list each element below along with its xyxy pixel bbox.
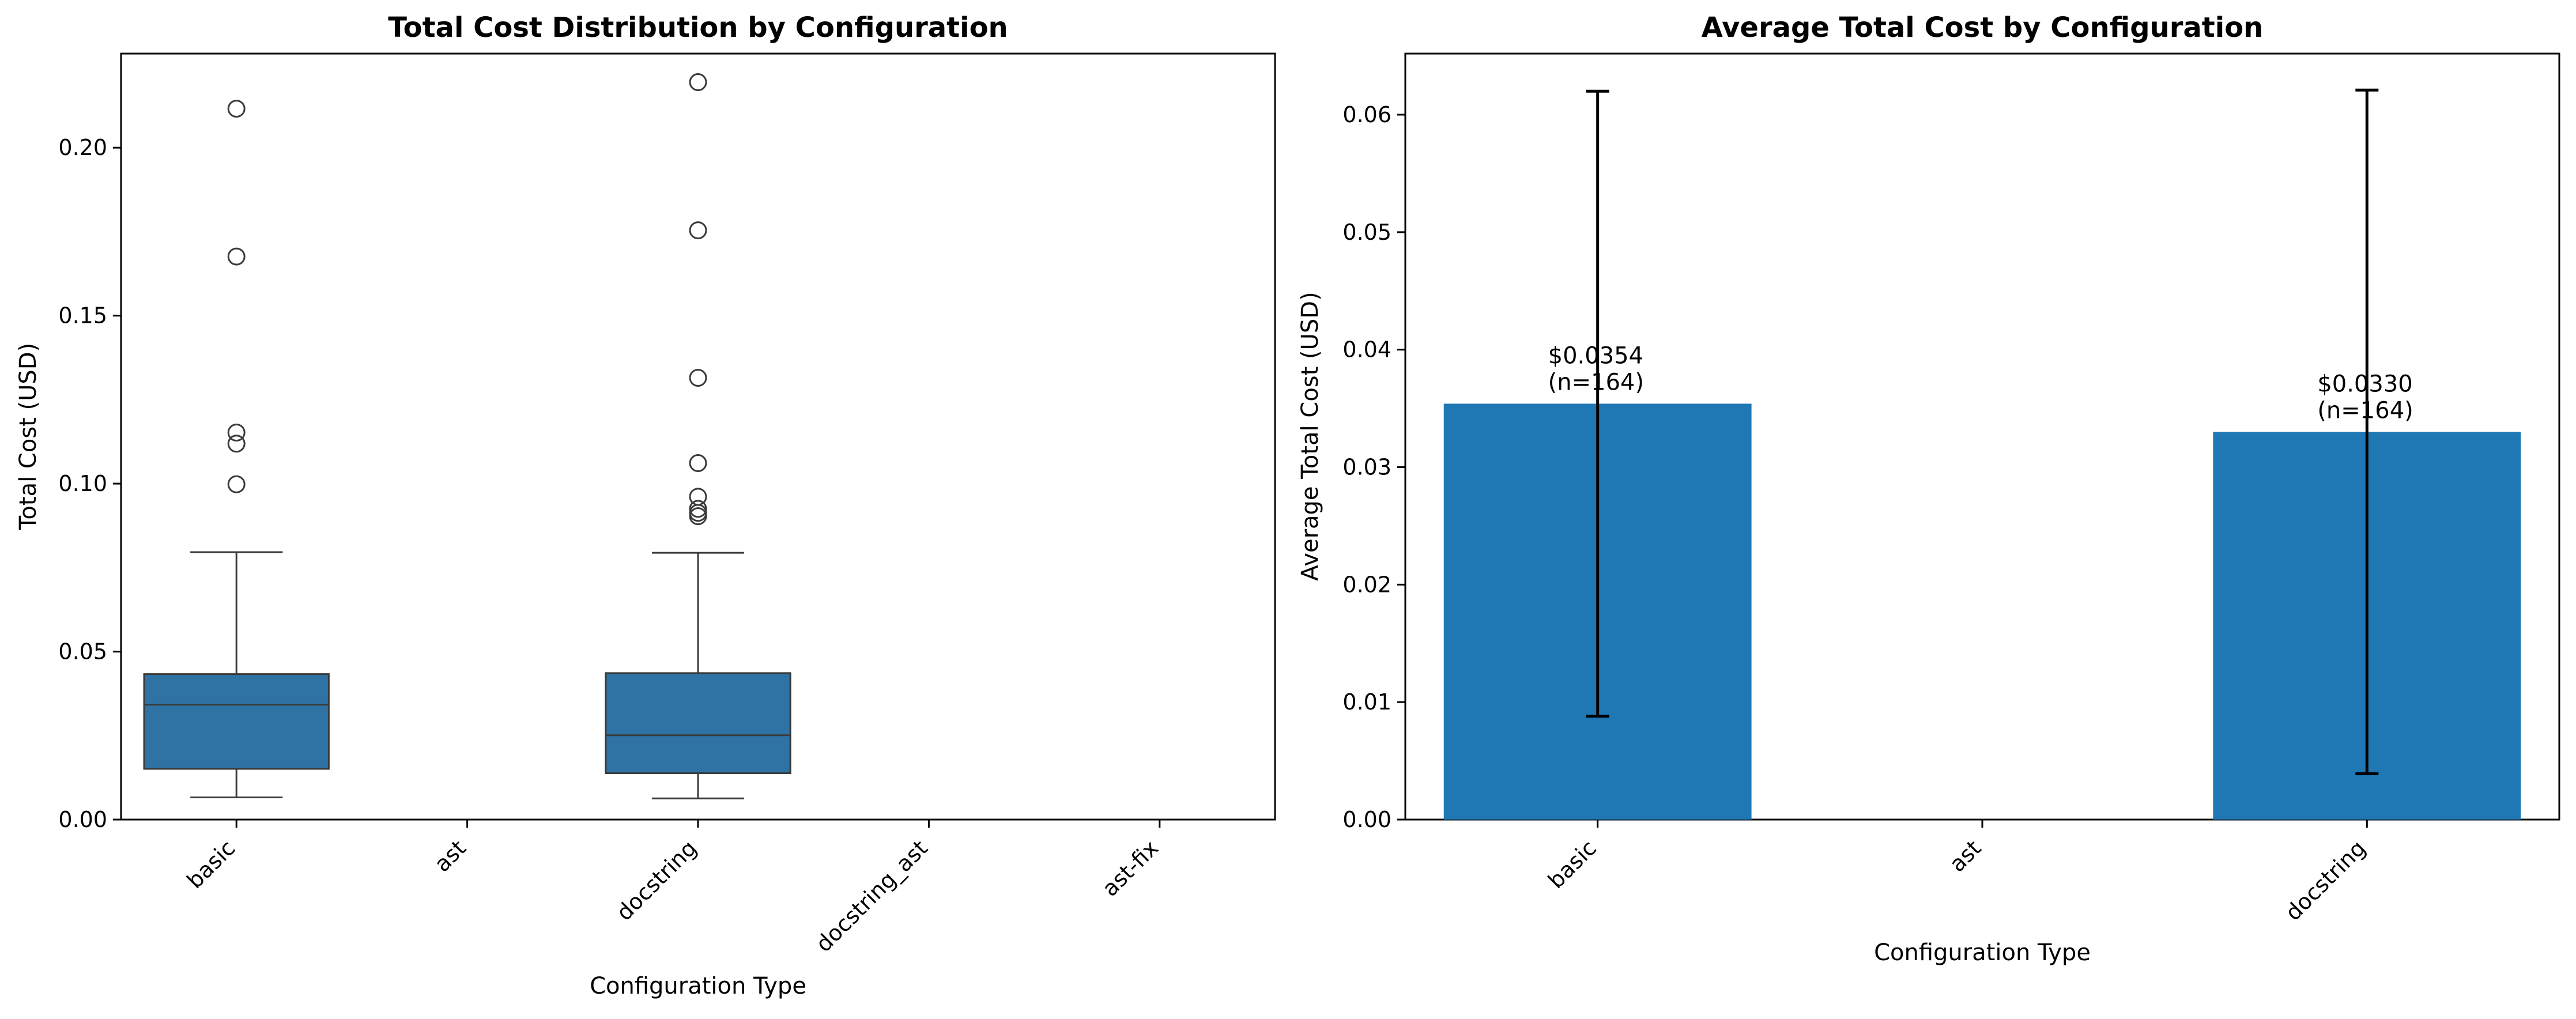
x-tick-label: docstring xyxy=(2280,835,2371,926)
bar-count-label: (n=164) xyxy=(2317,397,2413,424)
bar-count-label: (n=164) xyxy=(1548,369,1644,395)
outlier-point xyxy=(689,221,707,240)
box-plot-marks xyxy=(143,73,791,799)
y-tick-label: 0.02 xyxy=(1342,572,1391,597)
box-plot-y-axis: 0.00 0.05 0.10 0.15 0.20 xyxy=(58,135,121,832)
x-tick-label: basic xyxy=(182,835,240,893)
box-plot-title: Total Cost Distribution by Configuration xyxy=(388,12,1008,44)
bar-value-label: $0.0354 xyxy=(1548,342,1643,369)
outlier-point xyxy=(227,247,246,266)
bar-chart-title: Average Total Cost by Configuration xyxy=(1702,12,2264,44)
y-tick-label: 0.05 xyxy=(1342,220,1391,245)
y-tick-label: 0.05 xyxy=(58,639,107,665)
outlier-point xyxy=(689,73,707,92)
y-tick-label: 0.00 xyxy=(58,807,107,832)
outlier-point xyxy=(227,424,246,442)
outlier-point xyxy=(689,368,707,387)
bar-chart-x-axis: basic ast docstring xyxy=(1543,820,2371,926)
outlier-point xyxy=(227,435,246,453)
y-tick-label: 0.01 xyxy=(1342,689,1391,715)
x-tick-label: docstring xyxy=(612,835,702,926)
y-tick-label: 0.06 xyxy=(1342,102,1391,127)
box-plot-y-label: Total Cost (USD) xyxy=(15,343,42,530)
box-plot-panel: Total Cost Distribution by Configuration… xyxy=(15,12,1276,999)
y-tick-label: 0.00 xyxy=(1342,807,1391,832)
x-tick-label: ast xyxy=(429,835,471,877)
bar-chart-marks: $0.0354(n=164) $0.0330(n=164) xyxy=(1443,88,2521,820)
x-tick-label: ast-fix xyxy=(1097,835,1164,901)
bar-chart-y-axis: 0.00 0.01 0.02 0.03 0.04 0.05 0.06 xyxy=(1342,102,1405,832)
y-tick-label: 0.10 xyxy=(58,471,107,496)
y-tick-label: 0.20 xyxy=(58,135,107,160)
y-tick-label: 0.04 xyxy=(1342,337,1391,363)
box-plot-x-label: Configuration Type xyxy=(590,973,806,999)
outlier-point xyxy=(227,475,246,493)
outlier-point xyxy=(689,500,707,518)
y-tick-label: 0.15 xyxy=(58,303,107,329)
bar-chart-y-label: Average Total Cost (USD) xyxy=(1297,292,1323,580)
x-tick-label: basic xyxy=(1543,835,1601,893)
bar-chart-x-label: Configuration Type xyxy=(1874,939,2091,966)
x-tick-label: docstring_ast xyxy=(811,835,933,957)
bar-value-label: $0.0330 xyxy=(2317,371,2412,397)
y-tick-label: 0.03 xyxy=(1342,454,1391,480)
outlier-point xyxy=(227,100,246,118)
box-plot-x-axis: basic ast docstring docstring_ast ast-fix xyxy=(182,820,1163,957)
outlier-point xyxy=(689,454,707,473)
outlier-point xyxy=(689,488,707,506)
outlier-point xyxy=(689,504,707,522)
box xyxy=(143,673,330,770)
bar-chart-panel: Average Total Cost by Configuration 0.00… xyxy=(1297,12,2560,966)
box xyxy=(605,672,791,775)
x-tick-label: ast xyxy=(1944,835,1986,877)
